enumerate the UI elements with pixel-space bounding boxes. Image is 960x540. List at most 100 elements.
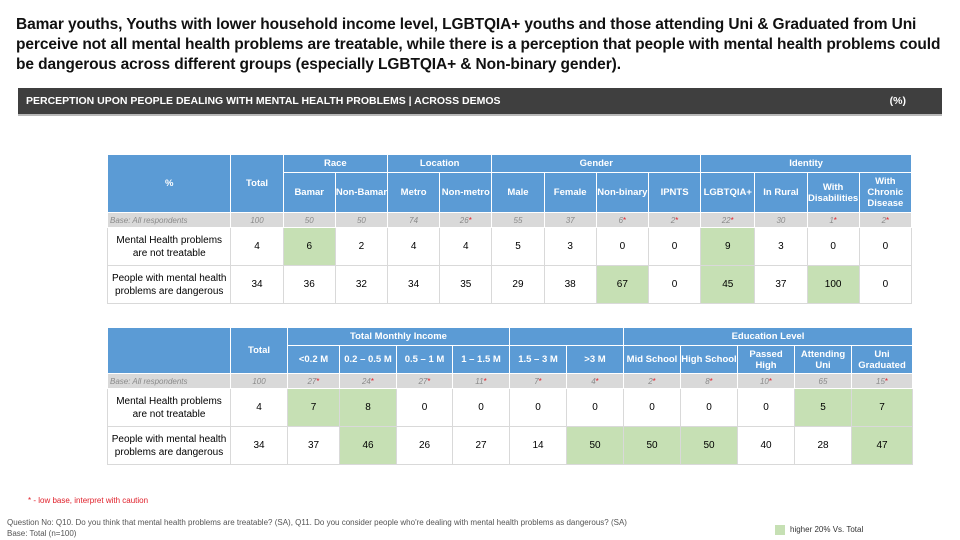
table-cell: 3: [543, 227, 597, 266]
base-value-text: 65: [818, 376, 828, 386]
table-cell: 0: [452, 388, 510, 427]
base-value-text: 2: [648, 376, 653, 386]
base-value-text: 50: [356, 215, 366, 225]
column-header: Mid School: [623, 345, 681, 374]
base-value: 65: [794, 373, 852, 389]
low-base-star: *: [538, 376, 542, 386]
section-title: PERCEPTION UPON PEOPLE DEALING WITH MENT…: [26, 95, 501, 107]
base-value-text: 100: [252, 376, 266, 386]
group-header-gender: Gender: [491, 154, 702, 173]
base-value-text: 4: [591, 376, 596, 386]
table-cell: 27: [452, 426, 510, 465]
table-cell: 6: [282, 227, 336, 266]
base-label: Base: All respondents: [106, 212, 232, 228]
base-value-text: 15: [876, 376, 885, 386]
table-cell: 40: [737, 426, 795, 465]
table-row: Mental Health problems are not treatable…: [106, 227, 913, 266]
table-cell: 0: [595, 227, 649, 266]
column-header: LGBTQIA+: [700, 172, 756, 213]
low-base-star: *: [595, 376, 599, 386]
table-cell: 0: [858, 227, 913, 266]
low-base-star: *: [483, 376, 487, 386]
low-base-star: *: [316, 376, 320, 386]
base-value-text: 24: [361, 376, 371, 386]
group-header-identity: Identity: [700, 154, 912, 173]
base-value: 1*: [806, 212, 860, 228]
table-cell: 0: [566, 388, 624, 427]
base-value: 100: [230, 212, 284, 228]
low-base-star: *: [768, 376, 773, 386]
row-label: People with mental health problems are d…: [107, 426, 231, 465]
question-note: Question No: Q10. Do you think that ment…: [7, 517, 627, 539]
table-cell: 4: [439, 227, 493, 266]
base-value-text: 27: [418, 376, 428, 386]
base-value: 55: [491, 212, 545, 228]
base-value: 74: [387, 212, 441, 228]
low-base-star: *: [675, 215, 679, 225]
table-cell: 100: [806, 265, 860, 304]
table-cell: 4: [230, 388, 288, 427]
total-header: Total: [230, 327, 288, 374]
low-base-star: *: [884, 376, 889, 386]
table-cell: 4: [230, 227, 284, 266]
row-label: Mental Health problems are not treatable: [107, 388, 231, 427]
group-header-race: Race: [282, 154, 389, 173]
column-header: <0.2 M: [287, 345, 340, 374]
corner-blank: [107, 327, 231, 374]
legend-swatch: [775, 525, 785, 535]
base-value-text: 50: [304, 215, 314, 225]
table-cell: 14: [509, 426, 567, 465]
column-header: Uni Graduated: [850, 345, 914, 374]
table-cell: 0: [396, 388, 453, 427]
column-header: Non-metro: [439, 172, 493, 213]
column-header: Male: [491, 172, 545, 213]
base-value: 26*: [439, 212, 493, 228]
table-cell: 0: [680, 388, 738, 427]
table-cell: 2: [334, 227, 389, 266]
table-cell: 67: [595, 265, 649, 304]
low-base-star: *: [886, 215, 890, 225]
headline: Bamar youths, Youths with lower househol…: [16, 16, 941, 73]
base-value: 50: [282, 212, 336, 228]
column-header: Non-Bamar: [334, 172, 389, 213]
low-base-star: *: [427, 376, 431, 386]
base-value-text: 55: [513, 215, 523, 225]
column-header: With Chronic Disease: [858, 172, 913, 213]
base-value-text: 22: [721, 215, 731, 225]
column-header: 0.2 – 0.5 M: [339, 345, 397, 374]
column-header: 0.5 – 1 M: [396, 345, 453, 374]
base-value: 22*: [700, 212, 756, 228]
column-header: High School: [680, 345, 738, 374]
table-cell: 37: [287, 426, 340, 465]
column-header: >3 M: [566, 345, 624, 374]
table-cell: 38: [543, 265, 597, 304]
total-header: Total: [230, 154, 284, 213]
column-header: Non-binary: [595, 172, 649, 213]
table-cell: 8: [339, 388, 397, 427]
base-value: 11*: [452, 373, 510, 389]
column-header: With Disabilities: [806, 172, 860, 213]
base-value-text: 26: [459, 215, 469, 225]
base-value: 8*: [680, 373, 738, 389]
base-value-text: 6: [618, 215, 624, 225]
column-header: In Rural: [754, 172, 808, 213]
table-cell: 36: [282, 265, 336, 304]
group-header-education: Education Level: [622, 327, 914, 346]
table-cell: 0: [858, 265, 913, 304]
low-base-star: *: [833, 215, 837, 225]
base-value: 15*: [850, 373, 914, 389]
table-cell: 4: [387, 227, 441, 266]
base-text: Base: Total (n=100): [7, 529, 77, 538]
table-cell: 29: [491, 265, 545, 304]
demographics-table-2: Total Total Monthly Income Education Lev…: [107, 327, 914, 465]
base-value-text: 37: [565, 215, 575, 225]
table-cell: 46: [339, 426, 397, 465]
column-header: 1 – 1.5 M: [452, 345, 510, 374]
base-value: 4*: [566, 373, 624, 389]
table-cell: 0: [647, 265, 702, 304]
base-value: 27*: [396, 373, 453, 389]
base-value: 6*: [595, 212, 649, 228]
table-cell: 3: [754, 227, 808, 266]
table-row: Mental Health problems are not treatable…: [107, 388, 914, 427]
base-value: 2*: [647, 212, 702, 228]
